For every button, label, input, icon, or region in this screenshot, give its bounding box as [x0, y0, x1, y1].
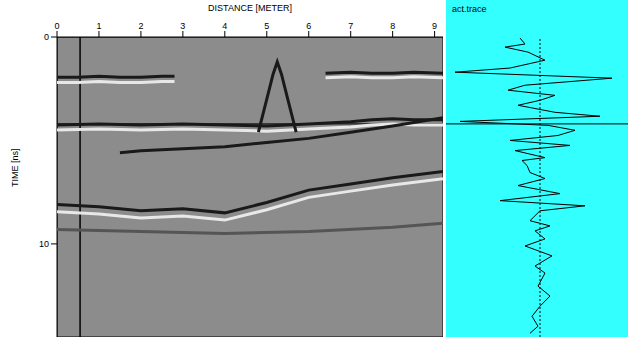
svg-text:3: 3 — [180, 21, 185, 31]
svg-text:2: 2 — [138, 21, 143, 31]
html-text:act.trace: act.trace — [452, 4, 487, 14]
svg-text:6: 6 — [306, 21, 311, 31]
svg-text:8: 8 — [390, 21, 395, 31]
svg-text:10: 10 — [39, 239, 49, 249]
svg-text:9: 9 — [432, 21, 437, 31]
svg-text:7: 7 — [348, 21, 353, 31]
svg-text:TIME [ns]: TIME [ns] — [10, 148, 20, 187]
svg-text:5: 5 — [264, 21, 269, 31]
svg-text:0: 0 — [44, 32, 49, 42]
svg-text:4: 4 — [222, 21, 227, 31]
svg-text:DISTANCE [METER]: DISTANCE [METER] — [208, 3, 292, 13]
svg-text:0: 0 — [54, 21, 59, 31]
svg-text:1: 1 — [96, 21, 101, 31]
